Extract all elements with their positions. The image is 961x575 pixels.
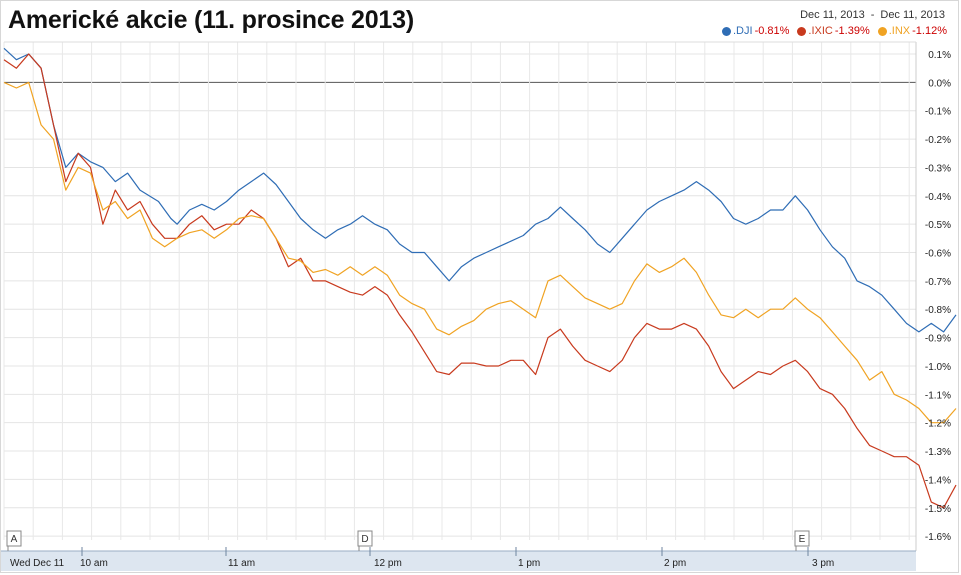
y-tick-label: 0.0% — [928, 78, 951, 89]
x-tick-label: 10 am — [80, 558, 108, 569]
y-tick-label: 0.1% — [928, 50, 951, 61]
series-line-ixic — [3, 53, 957, 509]
x-tick-label: Wed Dec 11 — [10, 558, 65, 569]
legend-item-ixic[interactable]: .IXIC -1.39% — [797, 25, 870, 37]
y-tick-label: -1.0% — [925, 362, 951, 373]
legend-item-inx[interactable]: .INX -1.12% — [877, 25, 947, 37]
y-tick-label: -0.1% — [925, 107, 951, 118]
y-tick-label: -0.9% — [925, 334, 951, 345]
y-tick-label: -0.6% — [925, 249, 951, 260]
y-tick-label: -1.6% — [925, 532, 951, 543]
series-line-dji — [3, 47, 957, 333]
y-tick-label: -0.5% — [925, 220, 951, 231]
y-tick-label: -1.3% — [925, 447, 951, 458]
y-tick-label: -1.1% — [925, 390, 951, 401]
legend-symbol-inx: .INX — [888, 25, 911, 37]
flag-label: E — [799, 534, 806, 545]
flag-box — [357, 530, 373, 547]
legend-change-ixic: -1.39% — [834, 25, 870, 37]
flag-label: D — [361, 534, 368, 545]
legend-change-inx: -1.12% — [912, 25, 947, 37]
legend-change-dji: -0.81% — [754, 25, 790, 37]
x-tick-label: 1 pm — [518, 558, 540, 569]
chart-title: Americké akcie (11. prosince 2013) — [8, 6, 414, 34]
flag-label: A — [11, 534, 18, 545]
flag-box — [6, 530, 22, 547]
y-tick-label: -1.4% — [925, 475, 951, 486]
legend-dot-dji — [722, 26, 731, 36]
legend-item-dji[interactable]: .DJI -0.81% — [722, 25, 789, 37]
x-axis: Wed Dec 11 10 am 11 am 12 pm 1 pm 2 pm 3 pm — [1, 547, 916, 571]
x-tick-label: 11 am — [228, 558, 255, 569]
flag-box — [794, 530, 810, 547]
series-line-inx — [3, 81, 957, 424]
y-tick-label: -1.2% — [925, 419, 951, 430]
legend-dot-ixic — [797, 26, 807, 36]
y-tick-label: -0.3% — [925, 163, 951, 174]
legend: .DJI -0.81% .IXIC -1.39% .INX -1.12% — [722, 25, 947, 37]
x-tick-label: 3 pm — [812, 558, 834, 569]
grid-lines — [3, 41, 917, 551]
series-lines — [3, 47, 957, 509]
y-axis-ticks: 0.1% 0.0% -0.1% -0.2% -0.3% -0.4% -0.5% -0.6% -0… — [925, 50, 951, 543]
y-tick-label: -1.5% — [925, 504, 951, 515]
date-range[interactable]: Dec 11, 2013- Dec 11, 2013 — [800, 9, 945, 21]
date-range-to[interactable]: Dec 11, 2013 — [880, 9, 945, 21]
y-tick-label: -0.4% — [925, 192, 951, 203]
legend-symbol-ixic: .IXIC — [808, 25, 833, 37]
x-tick-label: 2 pm — [664, 558, 686, 569]
y-tick-label: -0.2% — [925, 135, 951, 146]
legend-dot-inx — [877, 26, 887, 36]
legend-symbol-dji: .DJI — [733, 25, 753, 37]
date-range-separator: - — [870, 9, 875, 21]
x-axis-strip — [1, 551, 916, 571]
y-tick-label: -0.8% — [925, 305, 951, 316]
date-range-from[interactable]: Dec 11, 2013 — [800, 9, 865, 21]
y-tick-label: -0.7% — [925, 277, 951, 288]
x-tick-label: 12 pm — [374, 558, 402, 569]
